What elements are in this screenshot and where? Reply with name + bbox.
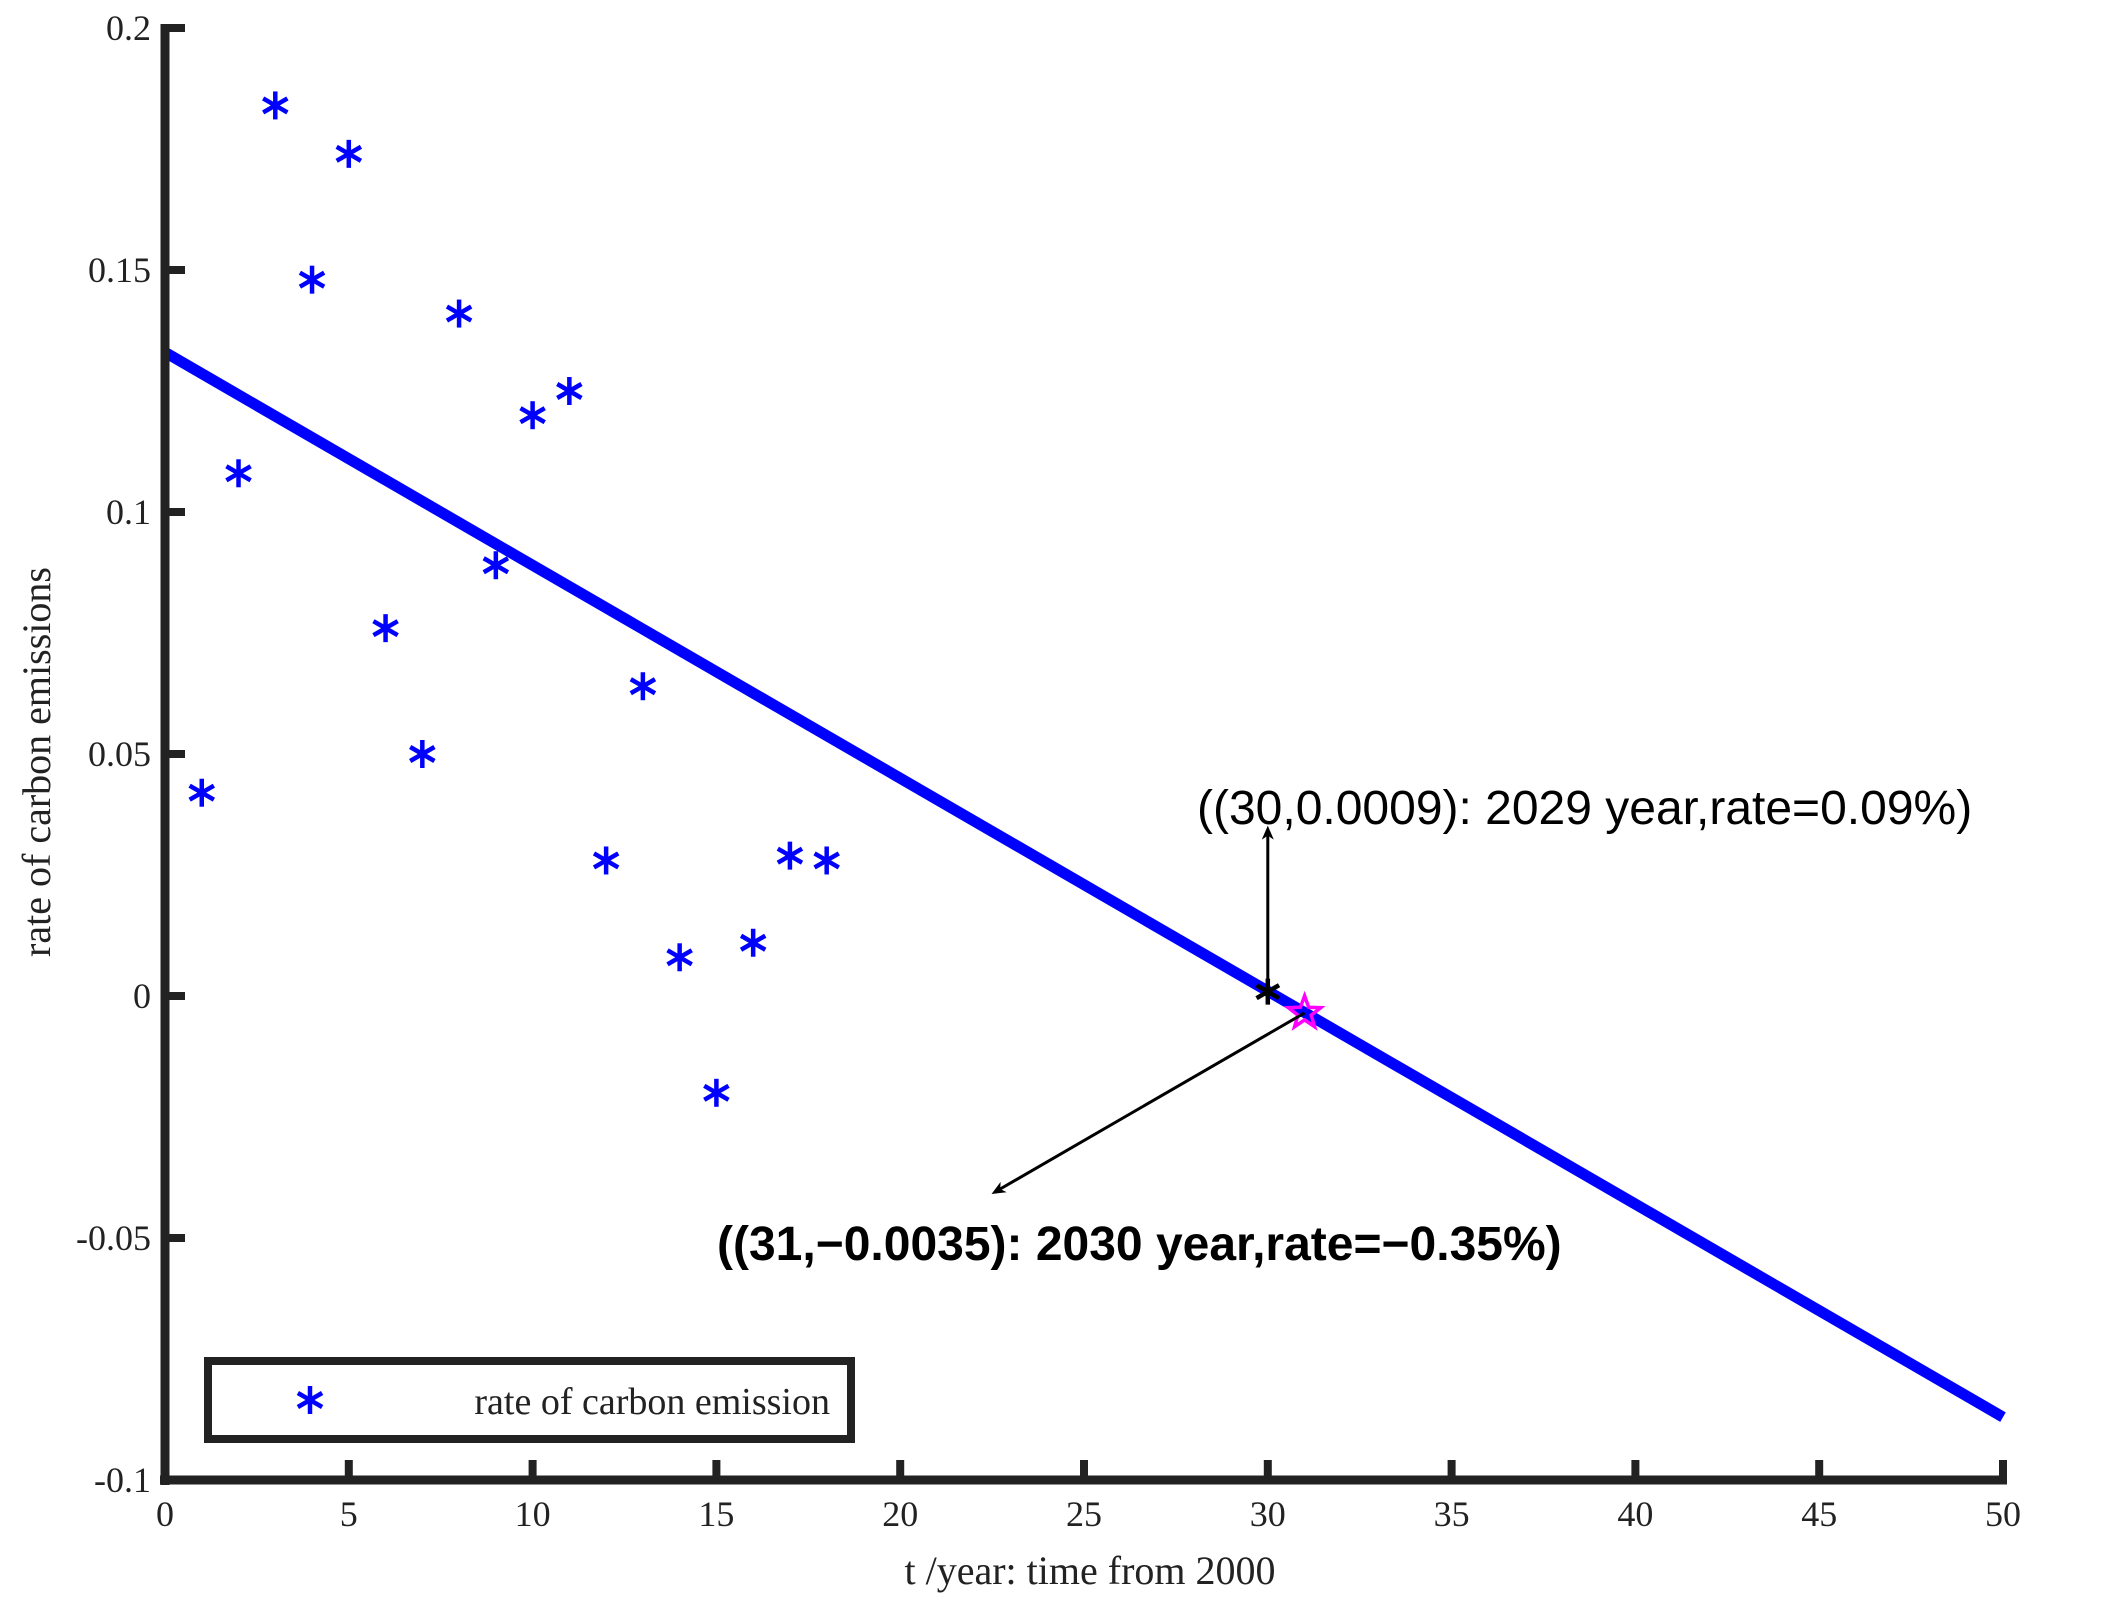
y-tick-label: -0.1 [94,1460,151,1500]
y-tick-label: 0.2 [106,8,151,48]
asterisk-stroke [592,851,620,870]
legend-asterisk [296,1386,324,1414]
annotation-arrow-2030 [991,1011,1306,1195]
data-points-layer [188,91,840,1107]
annotations-layer: ((30,0.0009): 2029 year,rate=0.09%) ((31,… [717,782,1972,1271]
data-point [225,459,252,488]
data-point [592,846,620,875]
regression-line [162,347,2006,1422]
x-tick-label: 10 [515,1494,551,1534]
data-point [262,91,289,120]
asterisk-stroke [298,270,326,289]
asterisk-stroke [519,406,546,425]
y-tick-label: 0.1 [106,492,151,532]
annotation-label-2029: ((30,0.0009): 2029 year,rate=0.09%) [1197,782,1972,835]
data-point [739,928,767,957]
asterisk-stroke [629,677,657,696]
x-tick-label: 45 [1801,1494,1837,1534]
asterisk-stroke [372,619,399,638]
asterisk-stroke [225,464,252,483]
asterisk-stroke [666,948,693,967]
data-point [703,1078,730,1107]
y-tick-label: -0.05 [76,1218,151,1258]
x-tick-label: 5 [340,1494,358,1534]
asterisk-stroke [188,783,216,802]
data-point [482,551,510,580]
asterisk-stroke [262,96,289,115]
data-point [188,778,216,807]
axes: 0 5 10 15 20 25 30 35 40 45 50 -0.1 -0.05 0 0.05 0.1 0.1… [76,8,2021,1534]
data-point [666,943,693,972]
y-tick-label: 0 [133,976,151,1016]
legend-marker-asterisk [296,1386,324,1414]
legend-box [204,1357,855,1443]
asterisk-stroke [739,933,767,952]
y-axis-label: rate of carbon emissions [14,567,59,957]
x-tick-label: 50 [1985,1494,2021,1534]
asterisk-stroke [409,745,436,763]
asterisk-stroke [703,1083,730,1102]
x-tick-label: 30 [1250,1494,1286,1534]
data-point [298,265,326,294]
asterisk-stroke [776,846,804,865]
legend-label: rate of carbon emission [474,1381,830,1423]
asterisk-stroke [482,556,510,575]
x-tick-label: 0 [156,1494,174,1534]
x-tick-label: 35 [1434,1494,1470,1534]
regression-line-layer [162,347,2006,1422]
data-point [335,139,363,168]
asterisk-stroke [813,851,840,870]
x-tick-label: 15 [698,1494,734,1534]
y-tick-label: 0.15 [88,250,151,290]
highlight-point-2030 [1283,990,1326,1031]
x-tick-label: 20 [882,1494,918,1534]
data-point [813,846,840,875]
legend: rate of carbon emission [204,1357,855,1443]
asterisk-stroke [556,382,583,400]
data-point [556,377,583,405]
asterisk-stroke [445,304,473,323]
data-point [629,672,657,701]
asterisk-stroke [335,144,363,163]
data-point [519,401,546,430]
y-tick-label: 0.05 [88,734,151,774]
data-point [372,614,399,643]
data-point [445,299,473,328]
x-axis-label: t /year: time from 2000 [904,1548,1275,1593]
asterisk-stroke [296,1391,324,1409]
data-point [409,740,436,768]
data-point [776,841,804,870]
x-tick-label: 25 [1066,1494,1102,1534]
annotation-label-2030: ((31,−0.0035): 2030 year,rate=−0.35%) [717,1218,1562,1271]
x-tick-label: 40 [1617,1494,1653,1534]
